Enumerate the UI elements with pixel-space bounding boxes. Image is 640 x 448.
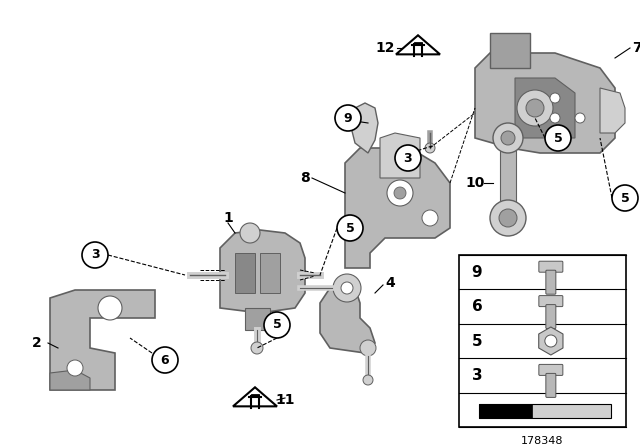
- Circle shape: [360, 340, 376, 356]
- Polygon shape: [50, 370, 90, 390]
- Polygon shape: [220, 230, 305, 313]
- Circle shape: [395, 145, 421, 171]
- Circle shape: [550, 93, 560, 103]
- Text: 178348: 178348: [521, 436, 564, 446]
- Circle shape: [422, 210, 438, 226]
- Text: 3: 3: [404, 151, 412, 164]
- Polygon shape: [380, 133, 420, 178]
- Circle shape: [545, 125, 571, 151]
- Circle shape: [387, 180, 413, 206]
- Polygon shape: [350, 103, 378, 153]
- Polygon shape: [320, 283, 375, 353]
- FancyBboxPatch shape: [539, 296, 563, 306]
- Text: 5: 5: [554, 132, 563, 145]
- Circle shape: [612, 185, 638, 211]
- Polygon shape: [235, 253, 255, 293]
- Text: 2: 2: [32, 336, 42, 350]
- Text: 10: 10: [466, 176, 485, 190]
- Circle shape: [363, 375, 373, 385]
- Circle shape: [575, 113, 585, 123]
- Text: 1: 1: [223, 211, 233, 225]
- Text: 3: 3: [91, 249, 99, 262]
- Polygon shape: [396, 35, 440, 54]
- Polygon shape: [515, 78, 575, 138]
- Circle shape: [517, 90, 553, 126]
- Circle shape: [98, 296, 122, 320]
- Text: 9: 9: [472, 265, 483, 280]
- Polygon shape: [600, 88, 625, 133]
- Circle shape: [337, 215, 363, 241]
- Text: 6: 6: [472, 299, 483, 314]
- Circle shape: [501, 131, 515, 145]
- Circle shape: [341, 282, 353, 294]
- Text: 4: 4: [385, 276, 395, 290]
- FancyBboxPatch shape: [479, 404, 532, 418]
- Text: 7: 7: [632, 41, 640, 55]
- Polygon shape: [345, 148, 450, 268]
- Text: 5: 5: [472, 333, 483, 349]
- FancyBboxPatch shape: [546, 270, 556, 294]
- Circle shape: [499, 209, 517, 227]
- Polygon shape: [475, 53, 615, 153]
- Circle shape: [425, 143, 435, 153]
- Circle shape: [493, 123, 523, 153]
- Circle shape: [526, 99, 544, 117]
- Text: 12: 12: [376, 41, 395, 55]
- Polygon shape: [50, 290, 155, 390]
- Polygon shape: [260, 253, 280, 293]
- Text: 6: 6: [161, 353, 170, 366]
- FancyBboxPatch shape: [546, 373, 556, 397]
- Circle shape: [545, 335, 557, 347]
- Polygon shape: [233, 388, 277, 406]
- Polygon shape: [490, 33, 530, 68]
- Circle shape: [67, 360, 83, 376]
- Circle shape: [240, 223, 260, 243]
- FancyBboxPatch shape: [459, 255, 626, 427]
- Polygon shape: [245, 308, 270, 330]
- Circle shape: [264, 312, 290, 338]
- Circle shape: [550, 113, 560, 123]
- Circle shape: [333, 274, 361, 302]
- FancyBboxPatch shape: [479, 404, 611, 418]
- Text: 5: 5: [346, 221, 355, 234]
- Text: 5: 5: [621, 191, 629, 204]
- Circle shape: [394, 187, 406, 199]
- Circle shape: [335, 105, 361, 131]
- Circle shape: [251, 342, 263, 354]
- Circle shape: [490, 200, 526, 236]
- FancyBboxPatch shape: [539, 364, 563, 375]
- Circle shape: [152, 347, 178, 373]
- Text: 9: 9: [344, 112, 352, 125]
- FancyBboxPatch shape: [546, 305, 556, 328]
- FancyBboxPatch shape: [539, 261, 563, 272]
- Text: 11: 11: [275, 393, 294, 407]
- Circle shape: [82, 242, 108, 268]
- Text: 3: 3: [472, 368, 483, 383]
- Text: 5: 5: [273, 319, 282, 332]
- Text: 8: 8: [300, 171, 310, 185]
- Polygon shape: [500, 138, 516, 220]
